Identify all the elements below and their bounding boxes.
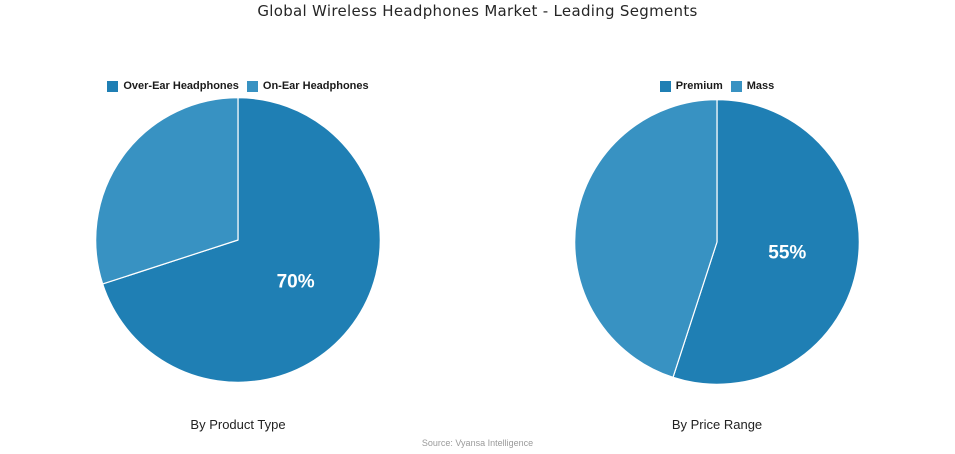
legend-item-over-ear-headphones: Over-Ear Headphones <box>107 80 239 92</box>
legend-item-mass: Mass <box>730 80 775 92</box>
legend-swatch-icon <box>730 80 742 92</box>
pie-slice-on-ear-headphones <box>95 97 239 285</box>
legend-swatch-icon <box>659 80 671 92</box>
legend-label: Over-Ear Headphones <box>123 80 239 92</box>
legend-label: On-Ear Headphones <box>262 80 369 92</box>
pie-product-type: 70% <box>95 97 381 383</box>
pie-chart-price-range: Premium Mass 55% By Price Range <box>517 76 917 441</box>
legend-label: Mass <box>746 80 775 92</box>
pie-slice-mass <box>574 99 718 378</box>
legend-product-type: Over-Ear Headphones On-Ear Headphones <box>38 78 438 94</box>
pie-chart-product-type: Over-Ear Headphones On-Ear Headphones 70%… <box>38 76 438 441</box>
pie-slice-premium <box>672 99 860 385</box>
legend-item-on-ear-headphones: On-Ear Headphones <box>246 80 369 92</box>
legend-item-premium: Premium <box>659 80 723 92</box>
legend-label: Premium <box>675 80 723 92</box>
legend-swatch-icon <box>246 80 258 92</box>
legend-swatch-icon <box>107 80 119 92</box>
pie-slice-over-ear-headphones <box>102 97 381 383</box>
slice-value-label: 55% <box>768 243 806 264</box>
caption-price-range: By Price Range <box>671 417 763 432</box>
slice-value-label: 70% <box>277 271 315 292</box>
pie-price-range: 55% <box>574 99 860 385</box>
chart-title: Global Wireless Headphones Market - Lead… <box>257 2 698 20</box>
source-note: Source: Vyansa Intelligence <box>421 438 534 448</box>
legend-price-range: Premium Mass <box>517 78 917 94</box>
caption-product-type: By Product Type <box>190 417 286 432</box>
